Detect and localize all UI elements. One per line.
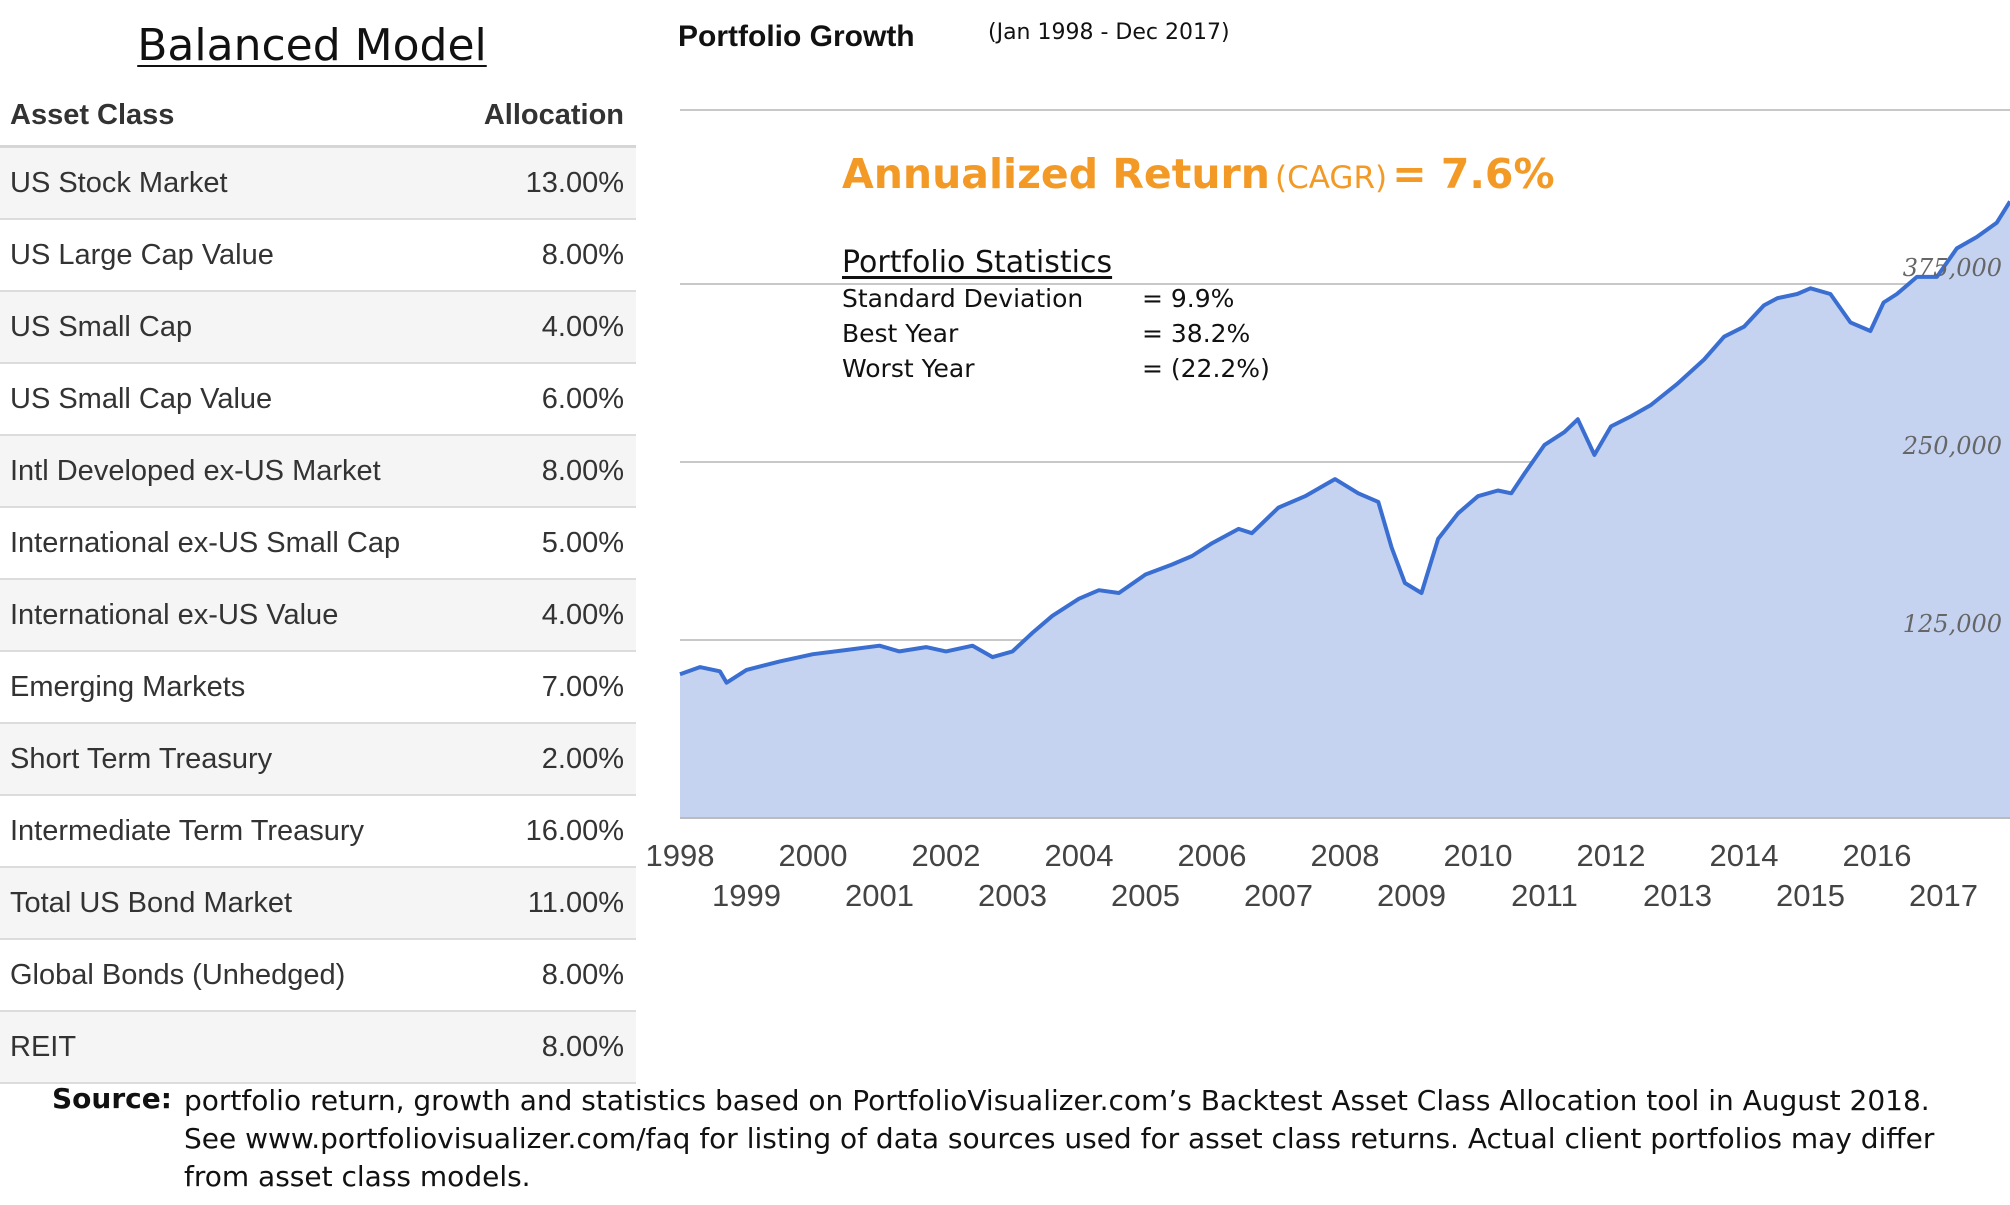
allocation-cell: 5.00% bbox=[462, 507, 636, 580]
stat-label: Best Year bbox=[842, 319, 959, 348]
x-tick-label: 2017 bbox=[1909, 878, 1978, 913]
y-tick-label: 125,000 bbox=[1903, 610, 2002, 638]
asset-class-cell: International ex-US Small Cap bbox=[0, 507, 462, 580]
stat-row: Worst Year = (22.2%) bbox=[842, 350, 1270, 385]
allocation-table: Asset Class Allocation US Stock Market 13… bbox=[0, 85, 636, 1084]
x-tick-label: 2002 bbox=[912, 838, 981, 873]
y-axis-ticks: 125,000 250,000 375,000 bbox=[1902, 254, 2002, 638]
asset-class-cell: REIT bbox=[0, 1011, 462, 1084]
table-row: Emerging Markets 7.00% bbox=[0, 651, 636, 724]
table-row: International ex-US Small Cap 5.00% bbox=[0, 507, 636, 580]
table-row: Intermediate Term Treasury 16.00% bbox=[0, 795, 636, 868]
x-tick-label: 2012 bbox=[1577, 838, 1646, 873]
table-row: REIT 8.00% bbox=[0, 1011, 636, 1084]
x-tick-label: 2015 bbox=[1776, 878, 1845, 913]
source-text: portfolio return, growth and statistics … bbox=[184, 1084, 1935, 1193]
source-label: Source: bbox=[52, 1082, 172, 1115]
table-row: US Large Cap Value 8.00% bbox=[0, 219, 636, 292]
asset-class-cell: Intl Developed ex-US Market bbox=[0, 435, 462, 508]
x-tick-label: 2008 bbox=[1311, 838, 1380, 873]
asset-class-cell: Short Term Treasury bbox=[0, 723, 462, 796]
table-row: US Small Cap Value 6.00% bbox=[0, 363, 636, 436]
stat-value: = 38.2% bbox=[1142, 319, 1251, 348]
asset-class-cell: US Small Cap bbox=[0, 291, 462, 364]
table-header-row: Asset Class Allocation bbox=[0, 85, 636, 148]
allocation-cell: 8.00% bbox=[462, 1011, 636, 1084]
asset-class-cell: US Large Cap Value bbox=[0, 219, 462, 292]
stat-label: Worst Year bbox=[842, 354, 975, 383]
annualized-return-label: Annualized Return bbox=[842, 150, 1270, 198]
table-row: Short Term Treasury 2.00% bbox=[0, 723, 636, 796]
growth-series-line bbox=[679, 200, 2010, 685]
table-row: Intl Developed ex-US Market 8.00% bbox=[0, 435, 636, 508]
allocation-cell: 6.00% bbox=[462, 363, 636, 436]
x-tick-label: 1999 bbox=[712, 878, 781, 913]
table-row: Global Bonds (Unhedged) 8.00% bbox=[0, 939, 636, 1012]
x-tick-label: 2011 bbox=[1511, 878, 1578, 913]
allocation-cell: 7.00% bbox=[462, 651, 636, 724]
x-tick-label: 2014 bbox=[1710, 838, 1779, 873]
model-title: Balanced Model bbox=[137, 20, 487, 71]
stat-value: = 9.9% bbox=[1142, 284, 1235, 313]
portfolio-growth-chart: 125,000 250,000 375,000 1998 1999 2000 2001 20… bbox=[646, 109, 2010, 913]
allocation-cell: 8.00% bbox=[462, 435, 636, 508]
y-tick-label: 375,000 bbox=[1903, 254, 2002, 282]
allocation-table-body: US Stock Market 13.00% US Large Cap Value 8… bbox=[0, 146, 636, 1084]
x-tick-label: 1998 bbox=[646, 838, 715, 873]
x-tick-label: 2009 bbox=[1377, 878, 1446, 913]
asset-class-cell: Total US Bond Market bbox=[0, 867, 462, 940]
chart-date-range: (Jan 1998 - Dec 2017) bbox=[988, 20, 1230, 45]
x-tick-label: 2010 bbox=[1444, 838, 1513, 873]
portfolio-statistics: Portfolio Statistics Standard Deviation … bbox=[842, 245, 1270, 385]
x-axis-ticks: 1998 1999 2000 2001 2002 2003 2004 2005 2006 2007… bbox=[646, 838, 1978, 913]
x-tick-label: 2007 bbox=[1244, 878, 1313, 913]
stat-row: Standard Deviation = 9.9% bbox=[842, 280, 1234, 315]
x-tick-label: 2006 bbox=[1178, 838, 1247, 873]
table-row: Total US Bond Market 11.00% bbox=[0, 867, 636, 940]
asset-class-cell: Intermediate Term Treasury bbox=[0, 795, 462, 868]
x-tick-label: 2003 bbox=[978, 878, 1047, 913]
asset-class-cell: Global Bonds (Unhedged) bbox=[0, 939, 462, 1012]
annualized-return: Annualized Return (CAGR) = 7.6% bbox=[842, 150, 1555, 198]
x-tick-label: 2004 bbox=[1045, 838, 1114, 873]
x-tick-label: 2013 bbox=[1643, 878, 1712, 913]
allocation-cell: 8.00% bbox=[462, 939, 636, 1012]
stat-value: = (22.2%) bbox=[1142, 354, 1270, 383]
y-tick-label: 250,000 bbox=[1902, 432, 2002, 460]
header-asset-class: Asset Class bbox=[0, 85, 462, 148]
allocation-cell: 4.00% bbox=[462, 579, 636, 652]
allocation-cell: 16.00% bbox=[462, 795, 636, 868]
allocation-cell: 8.00% bbox=[462, 219, 636, 292]
annualized-return-value: = 7.6% bbox=[1392, 150, 1555, 198]
x-tick-label: 2005 bbox=[1111, 878, 1180, 913]
allocation-cell: 13.00% bbox=[462, 146, 636, 220]
x-tick-label: 2000 bbox=[779, 838, 848, 873]
allocation-cell: 4.00% bbox=[462, 291, 636, 364]
growth-area-fill bbox=[680, 201, 2010, 818]
chart-title: Portfolio Growth bbox=[678, 20, 915, 53]
header-allocation: Allocation bbox=[462, 85, 636, 148]
stat-row: Best Year = 38.2% bbox=[842, 315, 1250, 350]
x-tick-label: 2001 bbox=[845, 878, 914, 913]
asset-class-cell: International ex-US Value bbox=[0, 579, 462, 652]
asset-class-cell: US Small Cap Value bbox=[0, 363, 462, 436]
cagr-label: (CAGR) bbox=[1275, 160, 1388, 196]
stats-heading: Portfolio Statistics bbox=[842, 245, 1113, 280]
table-row: International ex-US Value 4.00% bbox=[0, 579, 636, 652]
table-row: US Stock Market 13.00% bbox=[0, 146, 636, 220]
table-row: US Small Cap 4.00% bbox=[0, 291, 636, 364]
x-tick-label: 2016 bbox=[1843, 838, 1912, 873]
stat-label: Standard Deviation bbox=[842, 284, 1084, 313]
allocation-cell: 11.00% bbox=[462, 867, 636, 940]
asset-class-cell: Emerging Markets bbox=[0, 651, 462, 724]
asset-class-cell: US Stock Market bbox=[0, 146, 462, 220]
allocation-cell: 2.00% bbox=[462, 723, 636, 796]
